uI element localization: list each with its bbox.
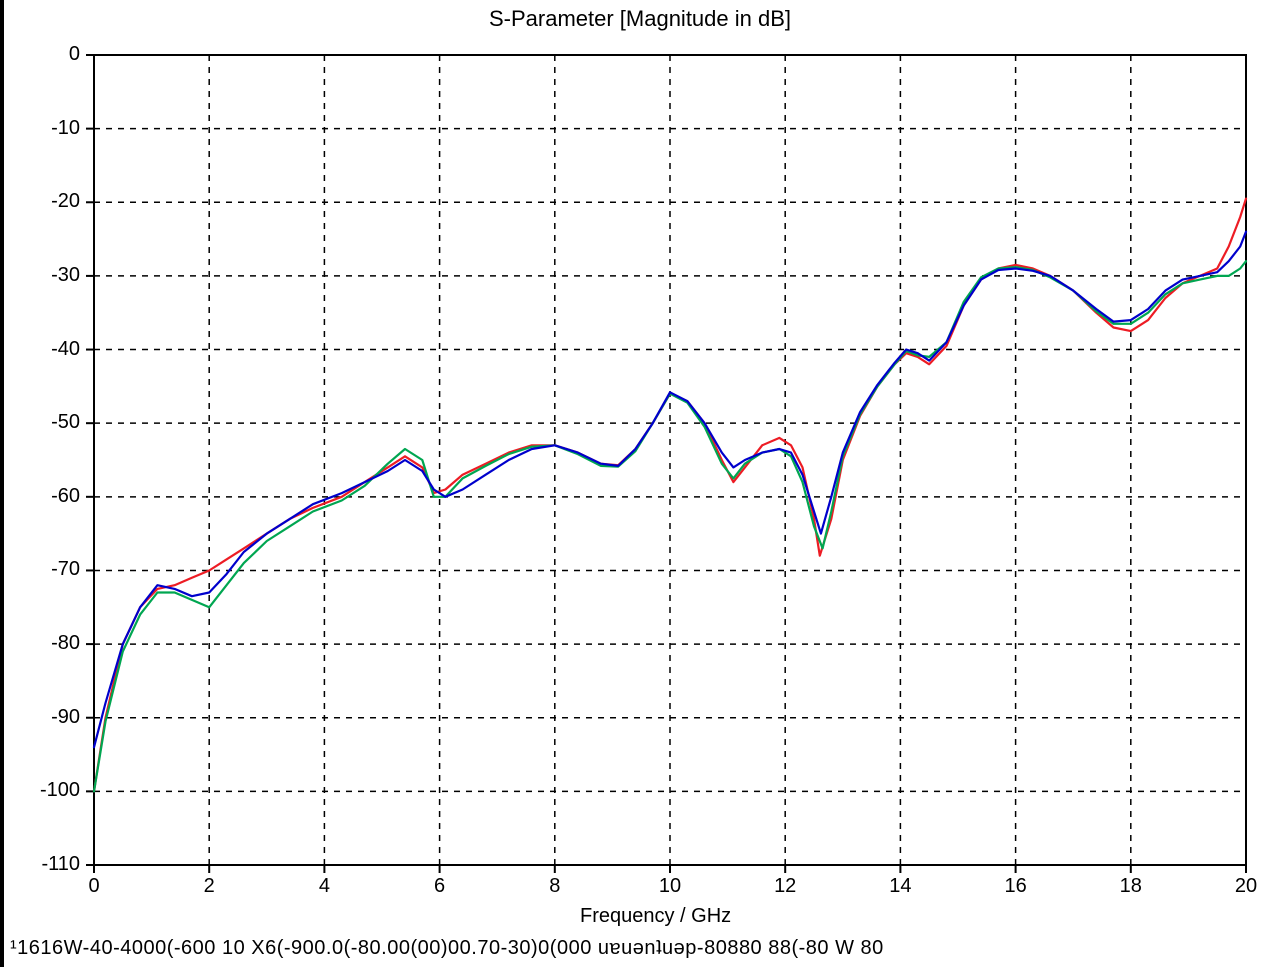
y-tick-label: -50 [20, 411, 80, 434]
garbled-footer-text: ¹1616W-40-4000(-600 10 X6(-900.0(-80.00(… [0, 937, 1280, 967]
x-tick-label: 8 [535, 875, 575, 898]
x-tick-label: 10 [650, 875, 690, 898]
x-tick-label: 6 [420, 875, 460, 898]
x-tick-label: 20 [1226, 875, 1266, 898]
x-tick-label: 0 [74, 875, 114, 898]
y-tick-label: -70 [20, 558, 80, 581]
x-tick-label: 12 [765, 875, 805, 898]
y-tick-label: -100 [20, 779, 80, 802]
y-tick-label: -30 [20, 264, 80, 287]
y-tick-label: -60 [20, 485, 80, 508]
y-tick-label: -80 [20, 632, 80, 655]
x-tick-label: 4 [304, 875, 344, 898]
y-tick-label: -110 [20, 853, 80, 876]
x-tick-label: 2 [189, 875, 229, 898]
x-tick-label: 18 [1111, 875, 1151, 898]
x-axis-label: Frequency / GHz [580, 905, 731, 928]
y-tick-label: 0 [20, 43, 80, 66]
y-tick-label: -90 [20, 706, 80, 729]
y-tick-label: -10 [20, 117, 80, 140]
y-tick-label: -20 [20, 190, 80, 213]
x-tick-label: 16 [996, 875, 1036, 898]
x-tick-label: 14 [880, 875, 920, 898]
y-tick-label: -40 [20, 338, 80, 361]
chart-svg [0, 0, 1280, 967]
